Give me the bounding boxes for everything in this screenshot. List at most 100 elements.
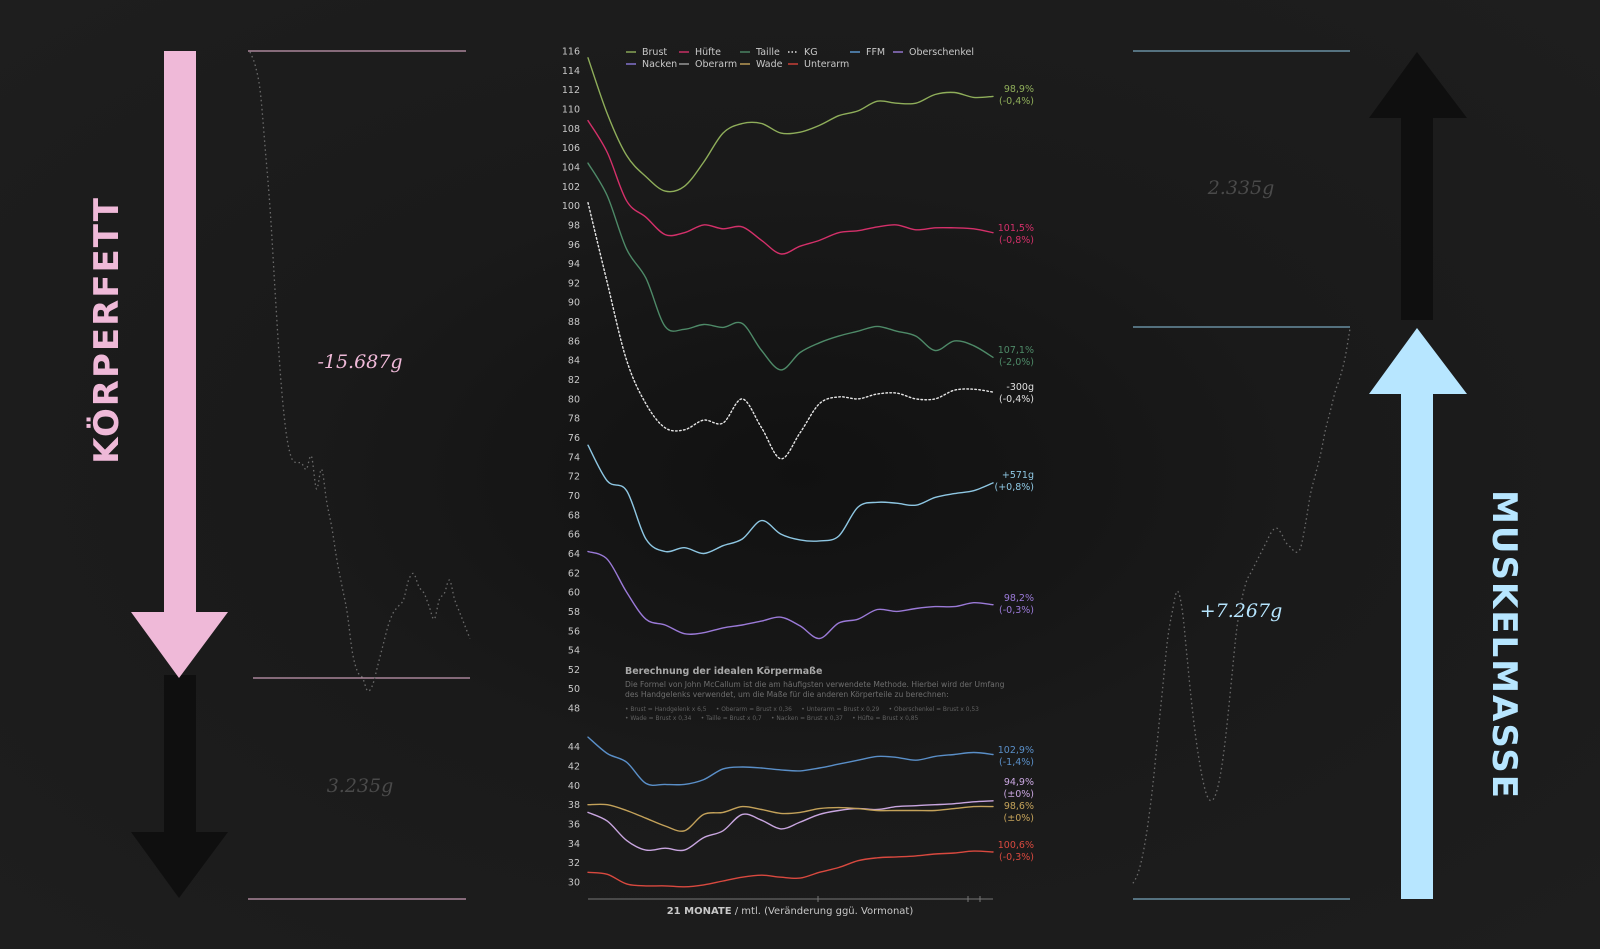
y-tick-label: 98: [568, 220, 580, 231]
up-arrow-icon: [1369, 328, 1467, 899]
series-line-huefte: [587, 119, 994, 255]
info-box-formulas-line-1: • Brust = Handgelenk x 6,5 • Oberarm = B…: [625, 707, 979, 713]
y-tick-label: 36: [568, 820, 580, 831]
legend-label: Brust: [642, 47, 667, 58]
y-tick-label: 70: [568, 491, 580, 502]
legend-label: Unterarm: [804, 59, 849, 70]
end-label-delta: (-0,3%): [999, 605, 1034, 616]
y-tick-label: 56: [568, 626, 580, 637]
x-axis: [588, 896, 993, 902]
legend-label: Taille: [755, 47, 780, 58]
end-label-delta: (-2,0%): [999, 357, 1034, 368]
end-label-change: 102,9%: [998, 745, 1034, 756]
end-label-change: -300g: [1006, 382, 1034, 393]
legend-label: KG: [804, 47, 818, 58]
end-label-change: 101,5%: [998, 223, 1034, 234]
y-tick-label: 48: [568, 704, 580, 715]
y-tick-label: 34: [568, 839, 580, 850]
left-change-value: -15.687g: [317, 351, 402, 373]
y-tick-label: 60: [568, 588, 580, 599]
y-tick-label: 88: [568, 317, 580, 328]
legend-label: Nacken: [642, 59, 677, 70]
legend-item: Hüfte: [679, 47, 721, 58]
legend-label: Wade: [756, 59, 783, 70]
y-tick-label: 62: [568, 568, 580, 579]
series-layer: [587, 57, 994, 888]
legend-item: KG: [788, 47, 818, 58]
y-tick-label: 108: [562, 124, 580, 135]
right-panel: MUSKELMASSE 2.335g +7.267g: [1132, 50, 1524, 900]
end-label-delta: (-0,8%): [999, 235, 1034, 246]
right-end-value: 2.335g: [1207, 177, 1275, 199]
series-line-oberarm: [587, 800, 994, 852]
y-tick-label: 72: [568, 472, 580, 483]
legend-label: Oberschenkel: [909, 47, 974, 58]
y-tick-label: 32: [568, 858, 580, 869]
series-line-taille: [587, 162, 994, 371]
end-label-change: 107,1%: [998, 345, 1034, 356]
y-tick-label: 84: [568, 356, 580, 367]
measurements-chart: 30 32 34 36 38 40 42 44 48 50 52 54 56 58 60 62 64 66 68 70…: [562, 47, 1034, 918]
y-axis: 30 32 34 36 38 40 42 44 48 50 52 54 56 58 60 62 64 66 68 70…: [562, 47, 580, 889]
y-tick-label: 110: [562, 105, 580, 116]
y-tick-label: 116: [562, 47, 580, 58]
y-tick-label: 76: [568, 433, 580, 444]
left-end-value: 3.235g: [327, 775, 394, 797]
y-tick-label: 78: [568, 414, 580, 425]
info-box-title: Berechnung der idealen Körpermaße: [625, 666, 822, 677]
info-box: Berechnung der idealen Körpermaße Die Fo…: [625, 666, 1005, 722]
y-tick-label: 106: [562, 143, 580, 154]
series-line-nacken: [587, 736, 994, 786]
end-label-delta: (+0,8%): [994, 482, 1034, 493]
y-tick-label: 104: [562, 163, 580, 174]
x-axis-label-bold: 21 MONATE: [667, 906, 732, 917]
legend-item: FFM: [850, 47, 885, 58]
end-label-change: 98,2%: [1004, 593, 1034, 604]
legend-label: Hüfte: [695, 47, 721, 58]
end-label-change: 100,6%: [998, 840, 1034, 851]
end-label-change: 94,9%: [1004, 777, 1034, 788]
series-line-kg: [587, 202, 994, 460]
y-tick-label: 82: [568, 375, 580, 386]
series-line-oberschenkel: [587, 550, 994, 640]
series-line-ffm: [587, 444, 994, 555]
y-tick-label: 68: [568, 510, 580, 521]
y-tick-label: 80: [568, 394, 580, 405]
x-axis-label: 21 MONATE / mtl. (Veränderung ggü. Vormo…: [667, 906, 914, 917]
left-panel: KÖRPERFETT -15.687g 3.235g: [86, 50, 471, 900]
legend-label: Oberarm: [695, 59, 737, 70]
end-label-delta: (-0,4%): [999, 394, 1034, 405]
y-tick-label: 58: [568, 607, 580, 618]
info-box-text-line-1: Die Formel von John McCallum ist die am …: [625, 680, 1005, 689]
up-arrow-shadow-icon: [1369, 52, 1467, 320]
y-tick-label: 100: [562, 201, 580, 212]
y-tick-label: 50: [568, 684, 580, 695]
y-tick-label: 66: [568, 530, 580, 541]
end-label-delta: (-0,4%): [999, 96, 1034, 107]
legend-item: Oberarm: [679, 59, 737, 70]
y-tick-label: 102: [562, 182, 580, 193]
left-panel-title: KÖRPERFETT: [86, 196, 127, 464]
end-label-change: 98,6%: [1004, 801, 1034, 812]
legend-item: Wade: [740, 59, 783, 70]
y-tick-label: 44: [568, 742, 580, 753]
y-tick-label: 30: [568, 878, 580, 889]
end-label-change: +571g: [1002, 470, 1034, 481]
right-trend-line: [1132, 328, 1351, 884]
legend-item: Nacken: [626, 59, 677, 70]
legend-item: Oberschenkel: [893, 47, 974, 58]
down-arrow-icon: [131, 51, 228, 678]
right-change-value: +7.267g: [1200, 600, 1282, 622]
y-tick-label: 96: [568, 240, 580, 251]
y-tick-label: 114: [562, 66, 580, 77]
legend-label: FFM: [866, 47, 885, 58]
series-line-wade: [587, 803, 994, 832]
series-line-brust: [587, 57, 994, 193]
y-tick-label: 42: [568, 762, 580, 773]
y-tick-label: 94: [568, 259, 580, 270]
info-box-text-line-2: des Handgelenks verwendet, um die Maße f…: [625, 690, 949, 699]
end-label-change: 98,9%: [1004, 84, 1034, 95]
series-line-unterarm: [587, 850, 994, 888]
y-tick-label: 38: [568, 800, 580, 811]
